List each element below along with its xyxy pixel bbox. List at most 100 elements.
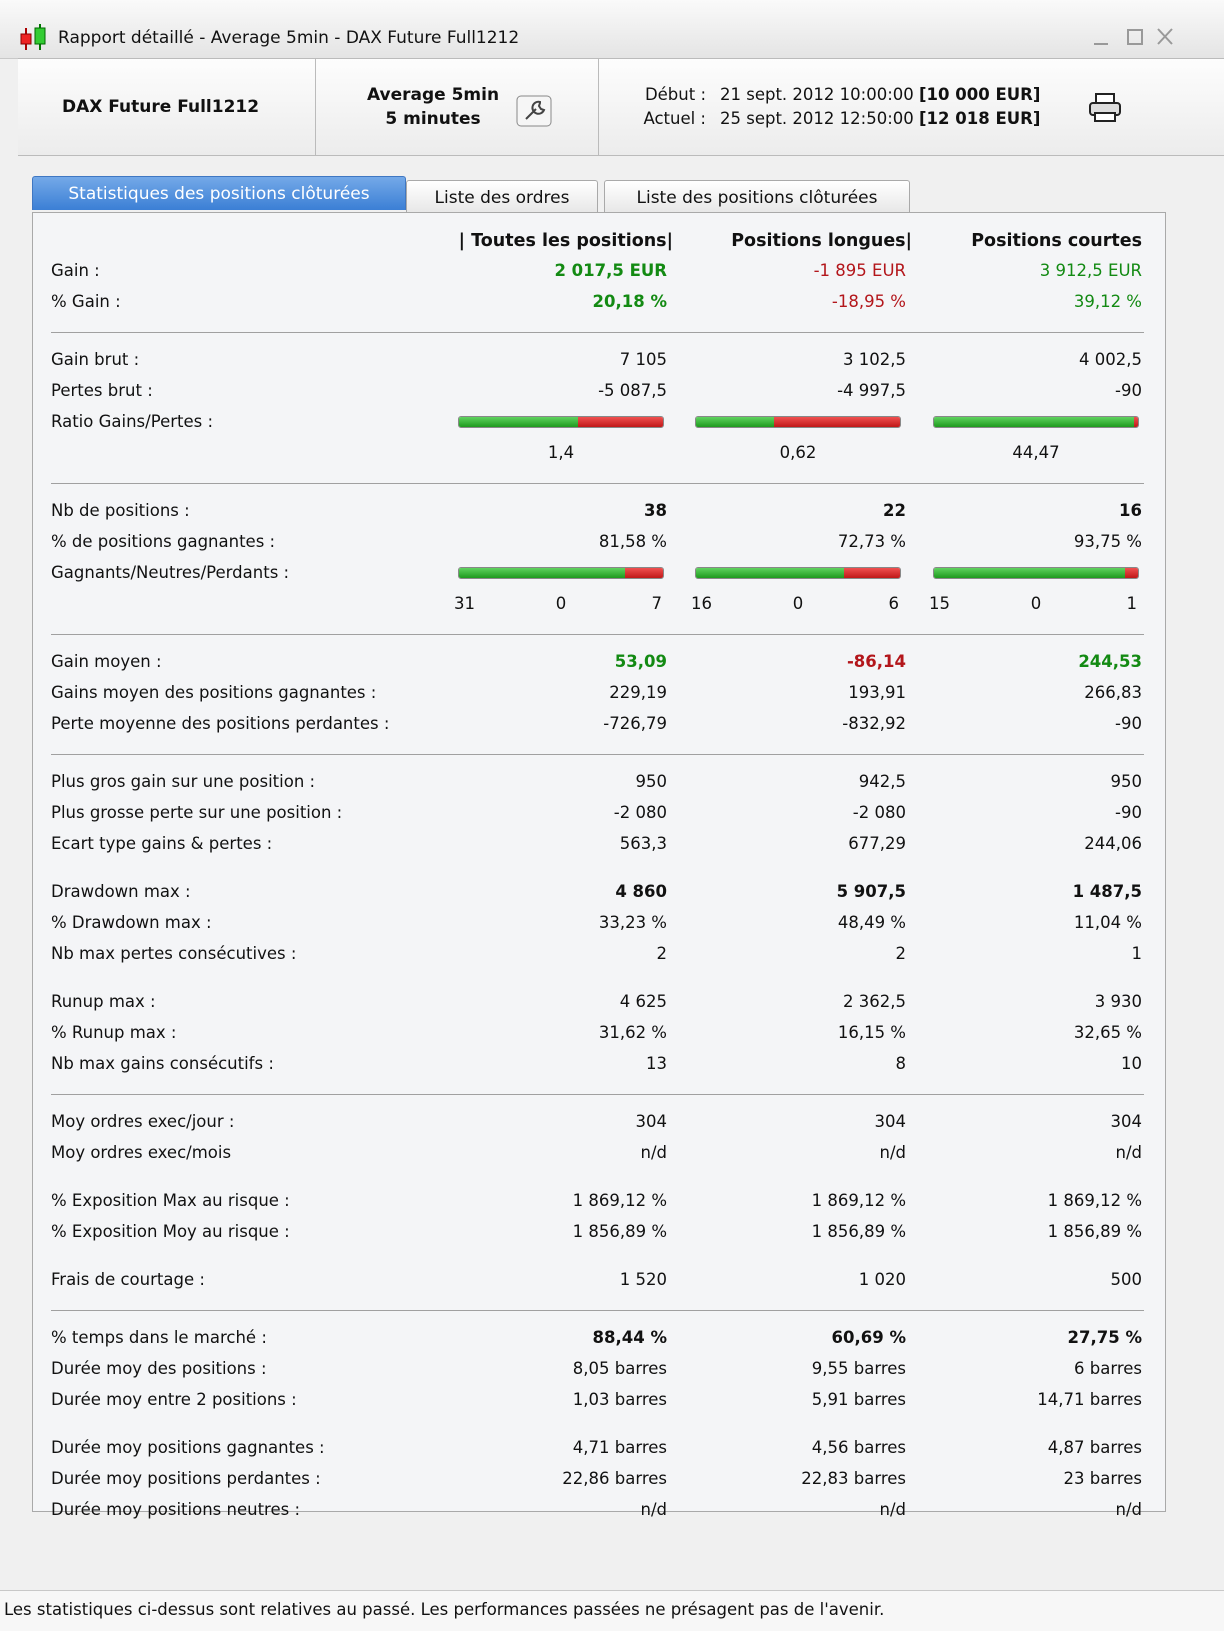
window-controls[interactable] (1090, 26, 1224, 50)
divider (51, 332, 1144, 333)
row-label: Durée moy positions perdantes : (51, 1469, 321, 1488)
bar-segment (934, 417, 1134, 427)
cell-value: 31,62 % (598, 1023, 667, 1042)
print-button[interactable] (1086, 91, 1126, 127)
separator (315, 59, 316, 155)
column-header: Positions courtes (971, 231, 1142, 251)
cell-value: 1 487,5 (1072, 882, 1142, 901)
row-label: Moy ordres exec/mois (51, 1143, 232, 1162)
start-row: 21 sept. 2012 10:00:00 [10 000 EUR] (720, 83, 1040, 107)
row-label: % Runup max : (51, 1023, 177, 1042)
cell-value: -726,79 (603, 714, 667, 733)
current-capital: [12 018 EUR] (919, 109, 1041, 128)
cell-value: 500 (1110, 1270, 1143, 1289)
cell-value: 1 520 (619, 1270, 667, 1289)
row-label: Ecart type gains & pertes : (51, 834, 273, 853)
bar-segment (459, 568, 626, 578)
cell-value: 1 856,89 % (572, 1222, 667, 1241)
report-header: DAX Future Full1212 Average 5min 5 minut… (18, 58, 1224, 156)
row-label: Frais de courtage : (51, 1270, 205, 1289)
row-label: Plus grosse perte sur une position : (51, 803, 343, 822)
cell-value: 8,05 barres (572, 1359, 667, 1378)
row-label: Gains moyen des positions gagnantes : (51, 683, 377, 702)
row-label: Nb max pertes consécutives : (51, 944, 297, 963)
bar-segment (844, 568, 900, 578)
cell-value: 9,55 barres (811, 1359, 906, 1378)
row-label: Plus gros gain sur une position : (51, 772, 316, 791)
cell-value: 22,83 barres (801, 1469, 906, 1488)
cell-value: n/d (879, 1500, 907, 1519)
tab[interactable]: Statistiques des positions clôturées (32, 176, 406, 210)
cell-value: 3 930 (1094, 992, 1142, 1011)
bar-segment (696, 568, 845, 578)
ratio-value: 44,47 (1012, 443, 1060, 462)
start-label: Début : (644, 85, 706, 104)
bar-segment (696, 417, 775, 427)
cell-value: 7 105 (619, 350, 667, 369)
cell-value: 22 (883, 501, 906, 520)
cell-value: 11,04 % (1073, 913, 1142, 932)
cell-value: 2 362,5 (843, 992, 906, 1011)
row-label: Nb max gains consécutifs : (51, 1054, 274, 1073)
row-label: Durée moy positions neutres : (51, 1500, 301, 1519)
stats-panel: | Toutes les positions| Positions longues… (32, 212, 1166, 1519)
count-winners: 15 (929, 594, 950, 613)
cell-value: 60,69 % (831, 1328, 906, 1347)
cell-value: 93,75 % (1073, 532, 1142, 551)
cell-value: 304 (1110, 1112, 1143, 1131)
cell-value: n/d (879, 1143, 907, 1162)
cell-value: 3 912,5 EUR (1039, 261, 1142, 280)
count-winners: 16 (691, 594, 712, 613)
cell-value: 48,49 % (837, 913, 906, 932)
row-label: Pertes brut : (51, 381, 153, 400)
cell-value: 20,18 % (592, 292, 667, 311)
row-label: Moy ordres exec/jour : (51, 1112, 235, 1131)
row-label: Gain brut : (51, 350, 140, 369)
cell-value: 244,53 (1078, 652, 1142, 671)
cell-value: 81,58 % (598, 532, 667, 551)
cell-value: 942,5 (858, 772, 906, 791)
cell-value: -832,92 (842, 714, 906, 733)
tab[interactable]: Liste des positions clôturées (604, 180, 910, 214)
cell-value: 193,91 (848, 683, 906, 702)
row-label: % Drawdown max : (51, 913, 212, 932)
cell-value: 950 (1110, 772, 1143, 791)
cell-value: -86,14 (846, 652, 906, 671)
settings-button[interactable] (516, 95, 552, 127)
count-neutral: 0 (1030, 594, 1042, 613)
current-label: Actuel : (643, 109, 706, 128)
current-date: 25 sept. 2012 12:50:00 (720, 109, 914, 128)
dates: 21 sept. 2012 10:00:00 [10 000 EUR] 25 s… (720, 83, 1040, 131)
cell-value: n/d (640, 1143, 668, 1162)
bar-segment (459, 417, 578, 427)
cell-value: 304 (635, 1112, 668, 1131)
start-date: 21 sept. 2012 10:00:00 (720, 85, 914, 104)
separator (598, 59, 599, 155)
row-label: Durée moy entre 2 positions : (51, 1390, 297, 1409)
row-label: Perte moyenne des positions perdantes : (51, 714, 390, 733)
cell-value: 229,19 (609, 683, 667, 702)
cell-value: 950 (635, 772, 668, 791)
cell-value: 244,06 (1084, 834, 1142, 853)
tab[interactable]: Liste des ordres (406, 180, 598, 214)
row-label: Gain moyen : (51, 652, 162, 671)
cell-value: 13 (646, 1054, 667, 1073)
cell-value: n/d (1115, 1143, 1143, 1162)
ratio-value: 0,62 (779, 443, 817, 462)
cell-value: 5 907,5 (836, 882, 906, 901)
bar-segment (774, 417, 900, 427)
cell-value: 14,71 barres (1037, 1390, 1142, 1409)
cell-value: 4 002,5 (1079, 350, 1142, 369)
cell-value: 88,44 % (592, 1328, 667, 1347)
cell-value: 563,3 (619, 834, 667, 853)
cell-value: 39,12 % (1073, 292, 1142, 311)
strategy-name: Average 5min (366, 85, 500, 105)
cell-value: 1,03 barres (572, 1390, 667, 1409)
count-neutral: 0 (792, 594, 804, 613)
cell-value: 23 barres (1063, 1469, 1143, 1488)
count-winners: 31 (454, 594, 475, 613)
ratio-bar (933, 567, 1139, 579)
ratio-bar (458, 567, 664, 579)
cell-value: 2 (656, 944, 668, 963)
